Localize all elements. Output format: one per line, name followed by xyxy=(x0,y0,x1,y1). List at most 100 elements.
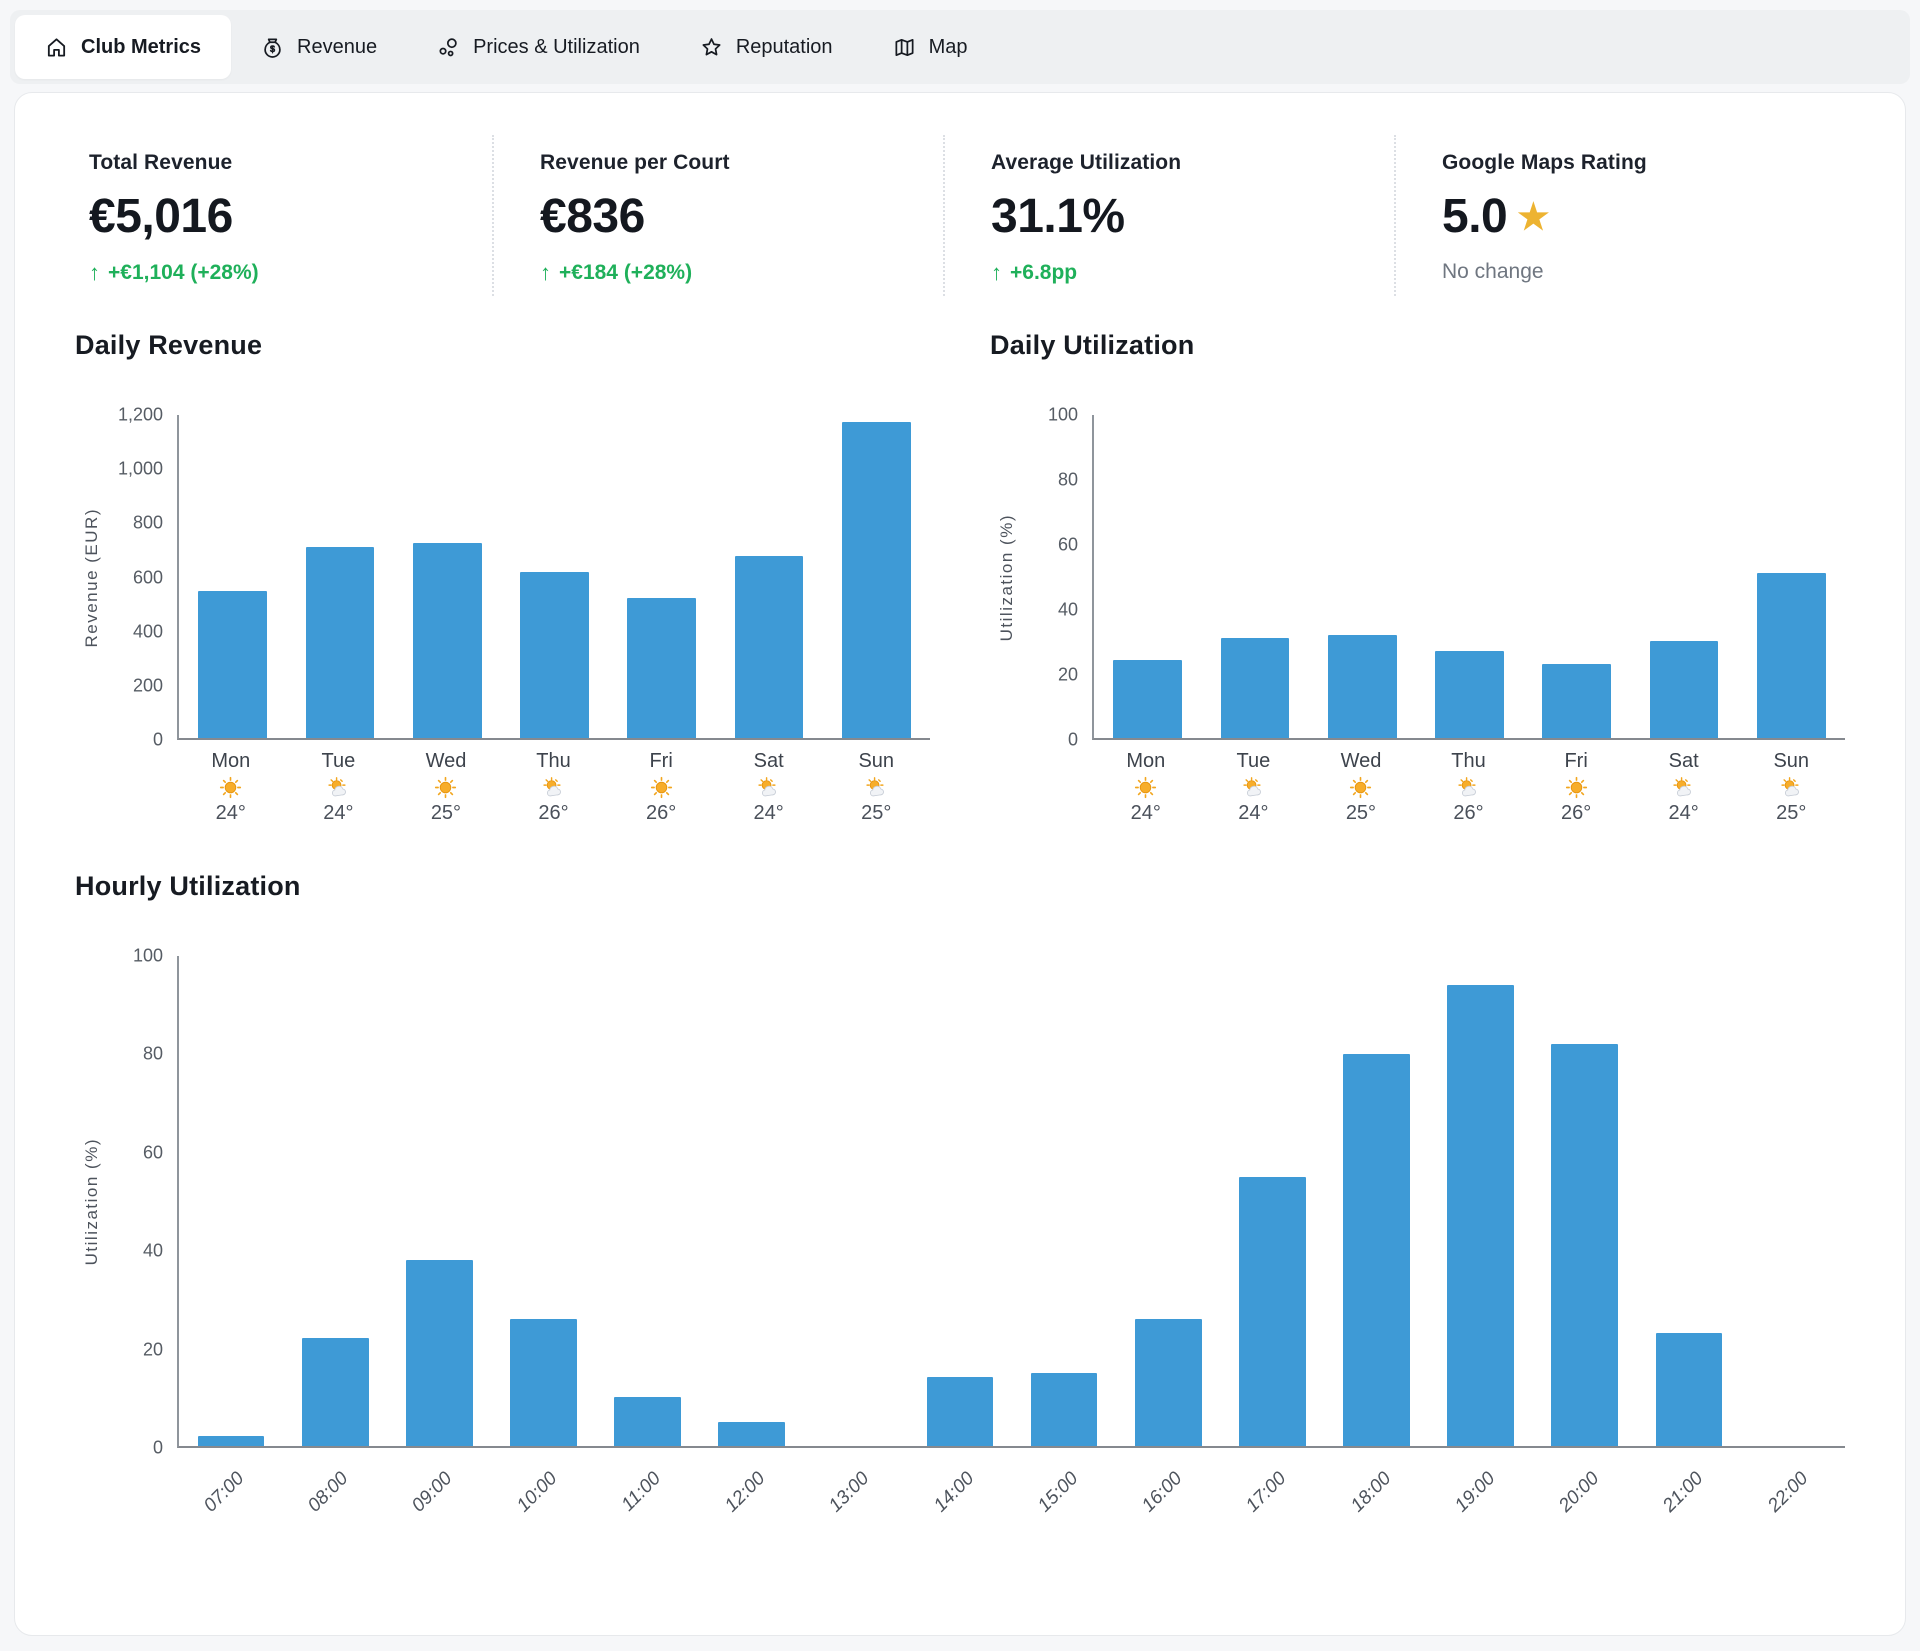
temperature-label: 24° xyxy=(753,802,784,824)
x-label-slot: 12:00 xyxy=(698,1458,802,1546)
bar-slot xyxy=(1533,956,1637,1446)
bar-Wed xyxy=(1327,634,1397,738)
x-label-slot: 13:00 xyxy=(803,1458,907,1546)
y-tick-label: 100 xyxy=(132,945,163,966)
x-tick-label: 22:00 xyxy=(1763,1468,1812,1517)
x-label-slot: 10:00 xyxy=(490,1458,594,1546)
kpi-value: 5.0 ★ xyxy=(1442,189,1835,244)
x-tick-label: 15:00 xyxy=(1033,1468,1083,1517)
bar-slot xyxy=(1637,956,1741,1446)
x-tick-label: Thu xyxy=(536,750,571,772)
kpi-delta-text: +€184 (+28%) xyxy=(559,261,693,284)
bar-Fri xyxy=(627,598,697,738)
tab-map[interactable]: Map xyxy=(863,15,998,79)
temperature-label: 24° xyxy=(1130,802,1161,824)
hourly-utilization-plot: Utilization (%) 0 20 40 60 80 100 07:00 08:00 0… xyxy=(75,946,1845,1546)
x-tick-label: 13:00 xyxy=(825,1468,874,1517)
x-tick-label: Sun xyxy=(1773,750,1810,772)
chart-title: Daily Utilization xyxy=(990,330,1195,360)
sun-icon xyxy=(434,776,457,799)
x-label-slot: 21:00 xyxy=(1637,1458,1741,1546)
y-tick-label: 200 xyxy=(132,675,163,696)
bar-Thu xyxy=(1435,650,1504,738)
bar-slot xyxy=(387,956,491,1446)
x-label-slot: Tue 24° xyxy=(1200,750,1308,825)
y-axis-label: Utilization (%) xyxy=(997,513,1016,642)
kpi-total-revenue: Total Revenue €5,016 ↑ +€1,104 (+28%) xyxy=(75,135,492,296)
bar-slot xyxy=(1201,415,1308,738)
tab-club-metrics[interactable]: Club Metrics xyxy=(15,15,232,79)
y-axis-ticks: 0 200 400 600 800 1,000 1,200 xyxy=(109,405,177,750)
bar-slot xyxy=(1094,415,1201,738)
x-tick-label: Tue xyxy=(1236,750,1271,772)
kpi-average-utilization: Average Utilization 31.1% ↑ +6.8pp xyxy=(943,135,1394,296)
y-tick-label: 100 xyxy=(1047,404,1078,425)
tab-label: Revenue xyxy=(297,35,378,58)
x-tick-label: Wed xyxy=(1340,750,1382,772)
bar-slot xyxy=(501,415,608,738)
kpi-delta: ↑ +6.8pp xyxy=(991,260,1384,286)
dashboard-card: Total Revenue €5,016 ↑ +€1,104 (+28%) Re… xyxy=(14,92,1906,1636)
tab-reputation[interactable]: Reputation xyxy=(670,15,863,79)
x-axis-labels: Mon 24° Tue 24° Wed 25° Thu 26° Fri 26° Sat 24° Sun 2… xyxy=(1092,750,1845,825)
bar-Tue xyxy=(1220,637,1290,738)
tab-label: Map xyxy=(928,35,968,58)
x-label-slot: Sun 25° xyxy=(822,750,930,825)
x-label-slot: Wed 25° xyxy=(392,750,500,825)
y-tick-label: 20 xyxy=(1057,664,1078,685)
kpi-revenue-per-court: Revenue per Court €836 ↑ +€184 (+28%) xyxy=(492,135,943,296)
kpi-label: Total Revenue xyxy=(89,151,233,174)
x-tick-label: 18:00 xyxy=(1346,1468,1395,1517)
x-tick-label: Thu xyxy=(1451,750,1486,772)
kpi-delta-text: +6.8pp xyxy=(1010,261,1078,284)
sun-icon xyxy=(1134,776,1157,799)
tab-label: Prices & Utilization xyxy=(473,35,640,58)
bar-slot xyxy=(394,415,501,738)
x-label-slot: Thu 26° xyxy=(500,750,608,825)
x-label-slot: 20:00 xyxy=(1532,1458,1636,1546)
kpi-label: Google Maps Rating xyxy=(1442,151,1647,174)
bar-slot xyxy=(1429,956,1533,1446)
kpi-label: Average Utilization xyxy=(991,151,1182,174)
tab-label: Club Metrics xyxy=(81,35,202,58)
sun-icon xyxy=(1565,776,1588,799)
x-tick-label: Sun xyxy=(858,750,895,772)
bar-16:00 xyxy=(1134,1318,1202,1446)
x-tick-label: 07:00 xyxy=(199,1468,249,1517)
svg-text:$: $ xyxy=(270,43,275,53)
x-tick-label: Mon xyxy=(211,750,251,772)
kpi-rating-value: 5.0 xyxy=(1442,190,1508,243)
x-tick-label: 17:00 xyxy=(1242,1468,1291,1517)
kpi-delta: ↑ +€1,104 (+28%) xyxy=(89,260,482,286)
x-label-slot: Sat 24° xyxy=(1630,750,1738,825)
bar-08:00 xyxy=(301,1338,369,1446)
bar-slot xyxy=(1741,956,1845,1446)
x-tick-label: 10:00 xyxy=(512,1468,561,1517)
x-tick-label: 21:00 xyxy=(1659,1468,1708,1517)
bar-18:00 xyxy=(1343,1054,1410,1446)
bar-slot xyxy=(1012,956,1116,1446)
x-label-slot: 15:00 xyxy=(1011,1458,1115,1546)
y-axis-ticks: 0 20 40 60 80 100 xyxy=(109,946,177,1458)
daily-utilization-plot: Utilization (%) 0 20 40 60 80 100 Mon 24° Tue 24… xyxy=(990,405,1845,825)
plot-area xyxy=(177,415,930,740)
chart-title: Daily Revenue xyxy=(75,330,263,360)
kpi-row: Total Revenue €5,016 ↑ +€1,104 (+28%) Re… xyxy=(61,135,1859,296)
temperature-label: 25° xyxy=(1776,802,1807,824)
temperature-label: 24° xyxy=(323,802,354,824)
y-tick-label: 400 xyxy=(132,621,163,642)
kpi-delta-text: +€1,104 (+28%) xyxy=(108,261,259,284)
tab-revenue[interactable]: $ Revenue xyxy=(231,15,407,79)
x-label-slot: 09:00 xyxy=(386,1458,490,1546)
bar-21:00 xyxy=(1655,1333,1723,1446)
x-label-slot: Mon 24° xyxy=(1092,750,1200,825)
sun-cloud-icon xyxy=(327,776,350,799)
bar-slot xyxy=(1738,415,1845,738)
tab-prices-utilization[interactable]: Prices & Utilization xyxy=(407,15,670,79)
bar-Sat xyxy=(734,556,804,738)
plot-area xyxy=(1092,415,1845,740)
x-tick-label: 11:00 xyxy=(617,1468,666,1516)
bar-slot xyxy=(491,956,595,1446)
bar-slot xyxy=(1220,956,1324,1446)
x-tick-label: Wed xyxy=(425,750,467,772)
